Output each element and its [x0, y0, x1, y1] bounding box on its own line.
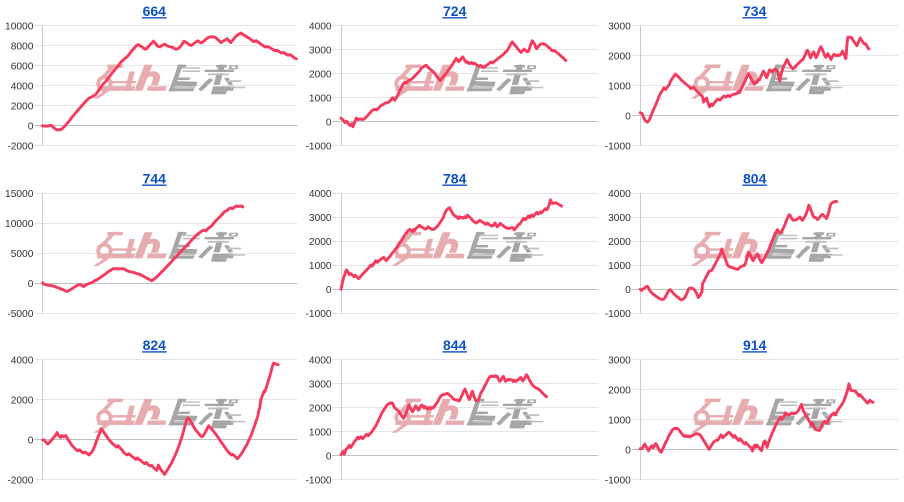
svg-text:1000: 1000 — [608, 82, 631, 93]
svg-text:804: 804 — [743, 170, 767, 186]
svg-text:-1000: -1000 — [605, 142, 631, 153]
svg-text:744: 744 — [143, 170, 167, 186]
svg-text:1000: 1000 — [608, 261, 631, 272]
svg-text:1000: 1000 — [309, 261, 332, 272]
svg-text:2000: 2000 — [309, 404, 332, 415]
svg-text:4000: 4000 — [309, 356, 332, 367]
svg-text:-2000: -2000 — [7, 476, 33, 487]
svg-text:1000: 1000 — [309, 428, 332, 439]
svg-text:2000: 2000 — [608, 52, 631, 63]
svg-text:0: 0 — [625, 285, 631, 296]
svg-text:15000: 15000 — [5, 189, 34, 200]
svg-text:-1000: -1000 — [605, 309, 631, 320]
svg-text:0: 0 — [28, 122, 34, 133]
svg-text:0: 0 — [326, 285, 332, 296]
svg-text:0: 0 — [625, 446, 631, 457]
svg-text:784: 784 — [443, 170, 467, 186]
svg-text:3000: 3000 — [309, 380, 332, 391]
svg-text:5000: 5000 — [11, 249, 34, 260]
svg-text:2000: 2000 — [608, 386, 631, 397]
svg-text:0: 0 — [326, 452, 332, 463]
svg-text:3000: 3000 — [608, 22, 631, 33]
svg-text:4000: 4000 — [11, 82, 34, 93]
svg-text:-5000: -5000 — [7, 309, 33, 320]
svg-text:0: 0 — [28, 436, 34, 447]
svg-text:-1000: -1000 — [306, 476, 332, 487]
svg-text:1000: 1000 — [309, 94, 332, 105]
svg-text:724: 724 — [443, 3, 467, 19]
svg-text:-1000: -1000 — [306, 309, 332, 320]
svg-text:0: 0 — [326, 118, 332, 129]
svg-text:0: 0 — [625, 112, 631, 123]
svg-text:-1000: -1000 — [605, 476, 631, 487]
svg-text:4000: 4000 — [309, 22, 332, 33]
svg-text:2000: 2000 — [11, 396, 34, 407]
svg-text:10000: 10000 — [5, 22, 34, 33]
svg-text:3000: 3000 — [608, 213, 631, 224]
svg-text:844: 844 — [443, 337, 467, 353]
svg-text:914: 914 — [743, 337, 767, 353]
svg-text:10000: 10000 — [5, 219, 34, 230]
svg-text:2000: 2000 — [608, 237, 631, 248]
svg-text:2000: 2000 — [309, 70, 332, 81]
svg-text:4000: 4000 — [11, 356, 34, 367]
svg-text:-1000: -1000 — [306, 142, 332, 153]
svg-text:1000: 1000 — [608, 416, 631, 427]
svg-text:3000: 3000 — [608, 356, 631, 367]
svg-text:4000: 4000 — [309, 189, 332, 200]
svg-text:0: 0 — [28, 279, 34, 290]
svg-text:8000: 8000 — [11, 42, 34, 53]
svg-text:664: 664 — [143, 3, 167, 19]
svg-text:824: 824 — [143, 337, 167, 353]
svg-text:3000: 3000 — [309, 213, 332, 224]
svg-text:3000: 3000 — [309, 46, 332, 57]
svg-text:6000: 6000 — [11, 62, 34, 73]
svg-text:-2000: -2000 — [7, 142, 33, 153]
svg-text:734: 734 — [743, 3, 767, 19]
svg-text:2000: 2000 — [309, 237, 332, 248]
svg-text:4000: 4000 — [608, 189, 631, 200]
svg-text:2000: 2000 — [11, 102, 34, 113]
